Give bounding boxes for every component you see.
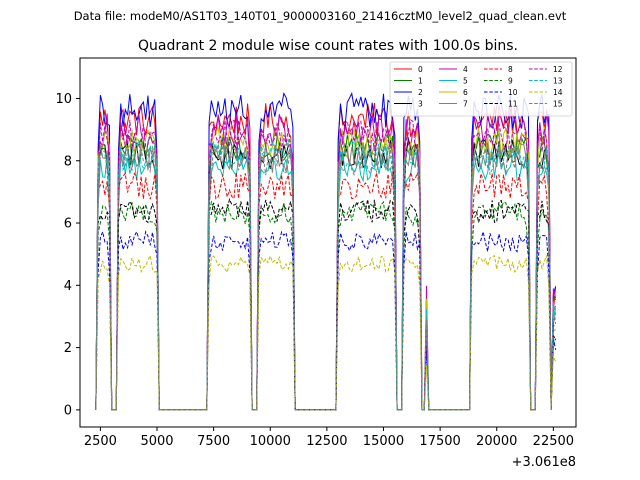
legend-label-6: 6 [463, 88, 468, 97]
series-line-15 [95, 145, 556, 411]
series-line-14 [95, 254, 557, 411]
y-tick-label: 2 [64, 341, 72, 356]
series-line-13 [95, 138, 557, 411]
series-line-12 [95, 118, 557, 411]
y-tick-label: 0 [64, 403, 72, 418]
series-line-3 [95, 137, 557, 411]
legend-label-10: 10 [508, 88, 518, 97]
legend-label-9: 9 [508, 76, 513, 85]
legend-label-8: 8 [508, 65, 513, 74]
legend-label-14: 14 [553, 88, 563, 97]
series-layer [95, 91, 557, 411]
series-line-6 [95, 126, 557, 411]
x-tick-label: 15000 [363, 434, 404, 449]
series-line-8 [95, 172, 556, 411]
legend-label-3: 3 [418, 99, 423, 108]
x-tick-label: 17500 [419, 434, 460, 449]
x-tick-label: 22500 [533, 434, 574, 449]
legend-label-0: 0 [418, 65, 423, 74]
series-line-11 [95, 197, 557, 411]
legend-label-4: 4 [463, 65, 468, 74]
plot-frame [79, 57, 577, 428]
legend-label-12: 12 [553, 65, 563, 74]
series-line-5 [95, 151, 556, 411]
y-tick-label: 6 [64, 217, 72, 232]
legend-label-11: 11 [508, 99, 518, 108]
legend-label-1: 1 [418, 76, 423, 85]
y-tick-label: 8 [64, 154, 72, 169]
x-offset-label: +3.061e8 [512, 455, 576, 470]
series-line-10 [95, 230, 557, 411]
x-tick-label: 10000 [250, 434, 291, 449]
chart-suptitle: Data file: modeM0/AS1T03_140T01_90000031… [74, 9, 567, 23]
x-tick-label: 7500 [197, 434, 230, 449]
x-tick-label: 5000 [140, 434, 173, 449]
legend-label-5: 5 [463, 76, 468, 85]
x-tick-label: 2500 [84, 434, 117, 449]
y-tick-label: 4 [64, 279, 72, 294]
series-line-9 [95, 200, 557, 411]
x-axis: 2500 5000 7500 10000 12500 15000 17500 20000 225… [84, 427, 574, 449]
legend-label-13: 13 [553, 76, 563, 85]
chart-title: Quadrant 2 module wise count rates with … [138, 38, 518, 54]
legend-label-7: 7 [463, 99, 468, 108]
x-tick-label: 20000 [476, 434, 517, 449]
y-tick-label: 10 [55, 92, 72, 107]
legend-label-2: 2 [418, 88, 423, 97]
series-line-4 [95, 112, 557, 411]
x-tick-label: 12500 [306, 434, 347, 449]
y-axis: 0 2 4 6 8 10 [55, 92, 80, 418]
legend-box [389, 61, 573, 117]
legend-label-15: 15 [553, 99, 563, 108]
series-line-7 [95, 142, 557, 411]
